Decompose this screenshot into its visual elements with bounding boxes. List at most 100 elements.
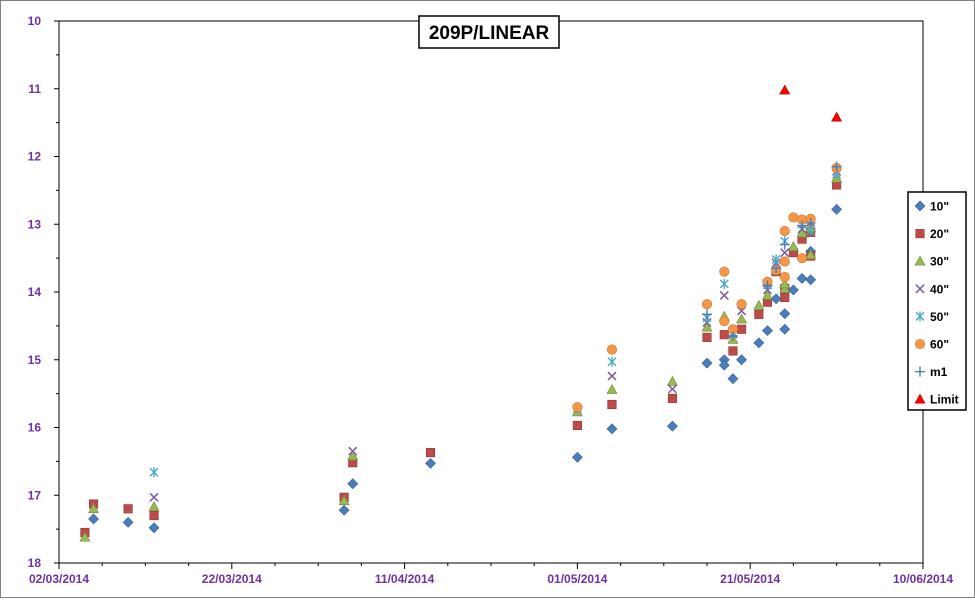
data-point — [719, 330, 729, 340]
data-point — [762, 280, 773, 291]
data-point — [718, 359, 730, 371]
y-tick-label: 13 — [28, 217, 42, 231]
x-tick-label: 01/05/2014 — [547, 572, 607, 586]
legend-marker — [915, 229, 925, 239]
data-point — [787, 240, 799, 251]
data-point — [667, 420, 678, 432]
y-tick-label: 11 — [28, 82, 41, 96]
data-point — [780, 248, 790, 258]
data-point — [805, 249, 817, 260]
data-point — [779, 308, 791, 320]
data-point — [771, 263, 782, 274]
data-point — [123, 504, 133, 514]
chart-title: 209P/LINEAR — [429, 23, 550, 44]
y-tick-label: 15 — [28, 353, 42, 367]
data-point — [796, 273, 808, 284]
data-point — [779, 239, 790, 250]
data-point — [779, 323, 791, 335]
legend-marker — [915, 311, 925, 322]
data-point — [149, 492, 159, 502]
data-point — [779, 256, 790, 267]
data-point — [753, 337, 765, 349]
data-point — [667, 393, 677, 403]
x-tick-label: 02/03/2014 — [29, 572, 89, 586]
x-tick-label: 22/03/2014 — [202, 572, 262, 586]
data-point — [348, 446, 358, 456]
data-point — [719, 278, 729, 289]
data-point — [780, 292, 790, 302]
data-point — [122, 516, 134, 528]
data-point — [88, 503, 100, 514]
y-tick-label: 12 — [28, 150, 42, 164]
data-point — [702, 309, 712, 320]
plot-area — [58, 20, 924, 564]
data-point — [736, 313, 748, 324]
x-tick-label: 21/05/2014 — [720, 572, 780, 586]
data-point — [753, 299, 765, 310]
data-point — [719, 316, 730, 327]
legend-label: 30" — [930, 255, 949, 269]
legend-marker — [914, 393, 926, 404]
data-point — [831, 203, 843, 215]
data-point — [338, 495, 350, 505]
data-point — [572, 420, 582, 431]
y-tick-label: 16 — [28, 421, 42, 435]
legend: 10" 20" 30" 40" 50" 60" m1 Limit — [907, 191, 967, 411]
data-point — [736, 299, 747, 310]
data-point — [788, 212, 799, 223]
data-point — [79, 531, 91, 542]
data-point — [779, 84, 791, 95]
data-point — [719, 290, 729, 300]
data-point — [347, 450, 359, 461]
y-tick-label: 17 — [28, 488, 42, 502]
legend-marker — [914, 200, 926, 212]
data-point — [702, 332, 712, 342]
data-point — [666, 375, 678, 386]
y-tick-label: 10 — [28, 14, 42, 28]
data-point — [779, 278, 791, 289]
data-point — [770, 293, 782, 305]
data-point — [762, 325, 773, 337]
data-point — [667, 384, 678, 394]
data-point — [148, 501, 160, 512]
data-points — [79, 84, 843, 542]
data-point — [338, 504, 350, 516]
data-point — [607, 371, 617, 381]
data-point — [425, 457, 436, 469]
data-point — [779, 225, 790, 237]
series-7 — [779, 84, 843, 122]
x-tick-label: 10/06/2014 — [893, 572, 953, 586]
data-point — [701, 299, 713, 310]
data-point — [754, 309, 764, 319]
data-point — [727, 331, 738, 342]
series-6 — [702, 161, 842, 342]
data-point — [607, 356, 617, 367]
legend-marker — [914, 338, 926, 350]
y-tick-label: 14 — [28, 285, 42, 299]
data-point — [607, 399, 617, 410]
data-point — [571, 451, 583, 463]
x-axis: 02/03/2014 22/03/2014 11/04/2014 01/05/2014… — [29, 563, 953, 586]
legend-label: 20" — [930, 227, 949, 241]
y-tick-label: 18 — [28, 556, 42, 570]
legend-marker — [915, 366, 925, 377]
legend-marker — [914, 255, 926, 266]
data-point — [149, 511, 159, 521]
data-point — [831, 111, 843, 122]
legend-label: 60" — [930, 338, 949, 352]
legend-label: 50" — [930, 310, 949, 324]
data-point — [796, 253, 808, 264]
series-5 — [572, 162, 842, 413]
data-point — [719, 266, 730, 277]
data-point — [606, 423, 618, 435]
chart-title-box: 209P/LINEAR — [418, 15, 560, 49]
data-point — [787, 284, 799, 296]
data-point — [701, 321, 713, 332]
data-point — [88, 513, 99, 525]
data-point — [797, 220, 808, 231]
data-point — [347, 478, 359, 490]
y-axis: 10 11 12 13 14 15 16 17 18 — [28, 14, 59, 570]
series-0 — [88, 203, 843, 534]
data-point — [805, 274, 817, 286]
